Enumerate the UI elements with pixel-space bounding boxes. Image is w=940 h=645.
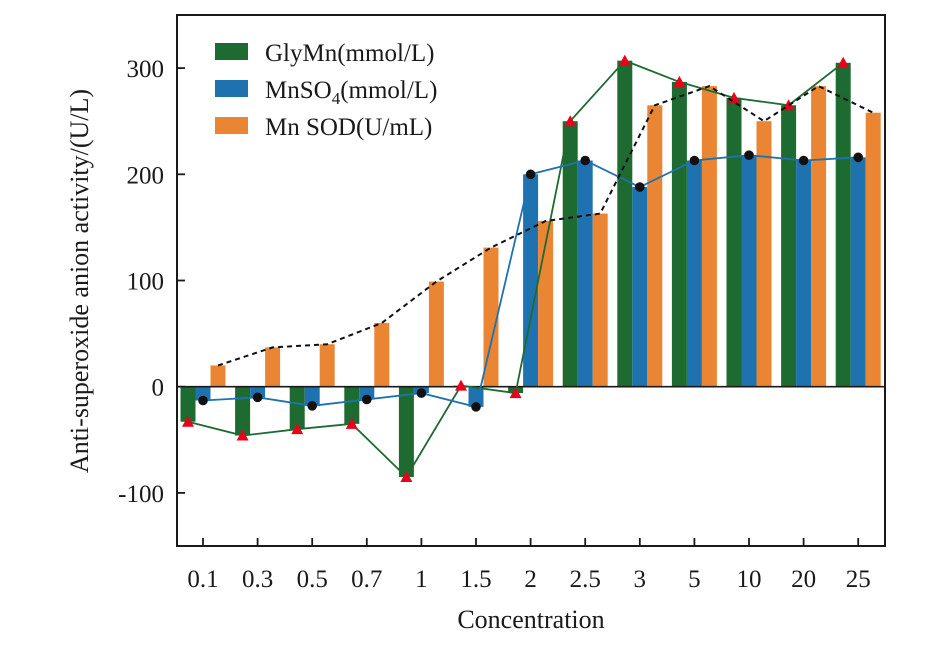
bar (428, 281, 444, 387)
plot-layer (180, 60, 881, 477)
bar (686, 160, 702, 387)
x-tick-label: 0.1 (187, 566, 218, 593)
bar (577, 160, 593, 387)
y-tick-label: 100 (127, 269, 165, 296)
x-tick-label: 20 (791, 566, 816, 593)
bar (180, 386, 196, 422)
bar (632, 187, 648, 387)
y-tick-label: 0 (152, 375, 165, 402)
point (236, 429, 249, 441)
bar (250, 386, 266, 398)
point (618, 54, 631, 66)
bar (865, 112, 881, 387)
bar (265, 347, 281, 387)
point (798, 155, 809, 166)
x-axis: 0.1 0.3 0.5 0.7 1 1.5 2 2.5 3 5 10 20 25 (187, 538, 871, 593)
point (580, 155, 590, 166)
point (252, 392, 263, 403)
x-tick-label: 0.7 (351, 566, 382, 593)
point (416, 388, 427, 398)
legend-label: Mn SOD(U/mL) (265, 114, 432, 141)
bar (701, 86, 717, 387)
point (345, 417, 358, 429)
bar (850, 157, 866, 387)
y-axis: -100 0 100 200 300 (118, 56, 185, 508)
point (564, 115, 577, 127)
legend-swatch (215, 117, 248, 134)
bar (523, 174, 539, 387)
x-tick-label: 10 (737, 566, 762, 593)
legend-swatch (215, 43, 248, 60)
bar (195, 386, 211, 401)
x-axis-label: Concentration (457, 605, 604, 634)
bar (592, 213, 608, 387)
bar (398, 386, 414, 477)
legend-label: GlyMn(mmol/L) (265, 40, 434, 67)
point (837, 56, 850, 68)
point (525, 169, 536, 180)
point (744, 150, 754, 160)
bar (562, 121, 578, 387)
bar (756, 121, 772, 387)
bar (647, 105, 663, 387)
point (673, 75, 686, 87)
point (198, 395, 208, 406)
bar (741, 155, 757, 387)
bar (359, 386, 375, 400)
point (400, 470, 413, 482)
point (307, 401, 318, 411)
legend-label: MnSO4(mmol/L) (265, 77, 437, 108)
x-tick-label: 2.5 (570, 566, 601, 593)
series-line (217, 85, 874, 367)
bar (319, 344, 335, 387)
y-tick-label: -100 (118, 481, 164, 508)
x-tick-label: 3 (634, 566, 647, 593)
bar (483, 247, 499, 387)
y-tick-label: 200 (127, 162, 165, 189)
point (455, 379, 467, 391)
x-tick-label: 5 (688, 566, 701, 593)
bar (811, 86, 827, 387)
bar (796, 160, 812, 387)
bar (344, 386, 360, 424)
legend: GlyMn(mmol/L) MnSO4(mmol/L) Mn SOD(U/mL) (215, 40, 437, 141)
y-tick-label: 300 (127, 56, 165, 83)
bar (835, 62, 851, 387)
point (509, 387, 522, 399)
x-tick-label: 0.3 (242, 566, 273, 593)
bar (671, 81, 687, 387)
y-axis-label: Anti-superoxide anion activity/(U/L) (65, 89, 94, 473)
overlay-layer (177, 54, 885, 482)
point (635, 182, 645, 192)
point (853, 152, 863, 163)
x-tick-label: 2 (524, 566, 537, 593)
point (291, 423, 304, 435)
x-tick-label: 0.5 (297, 566, 328, 593)
bar (374, 322, 390, 387)
bar (289, 386, 305, 430)
x-tick-label: 1 (415, 566, 428, 593)
bar (617, 60, 633, 387)
point (689, 155, 700, 166)
legend-swatch (215, 80, 248, 97)
point (471, 402, 481, 412)
bar (781, 105, 797, 387)
point (182, 415, 194, 427)
x-tick-label: 25 (846, 566, 871, 593)
bar (235, 386, 251, 436)
bar (726, 97, 742, 387)
point (362, 394, 372, 405)
bar (210, 365, 226, 387)
bar (304, 386, 320, 406)
x-tick-label: 1.5 (460, 566, 491, 593)
